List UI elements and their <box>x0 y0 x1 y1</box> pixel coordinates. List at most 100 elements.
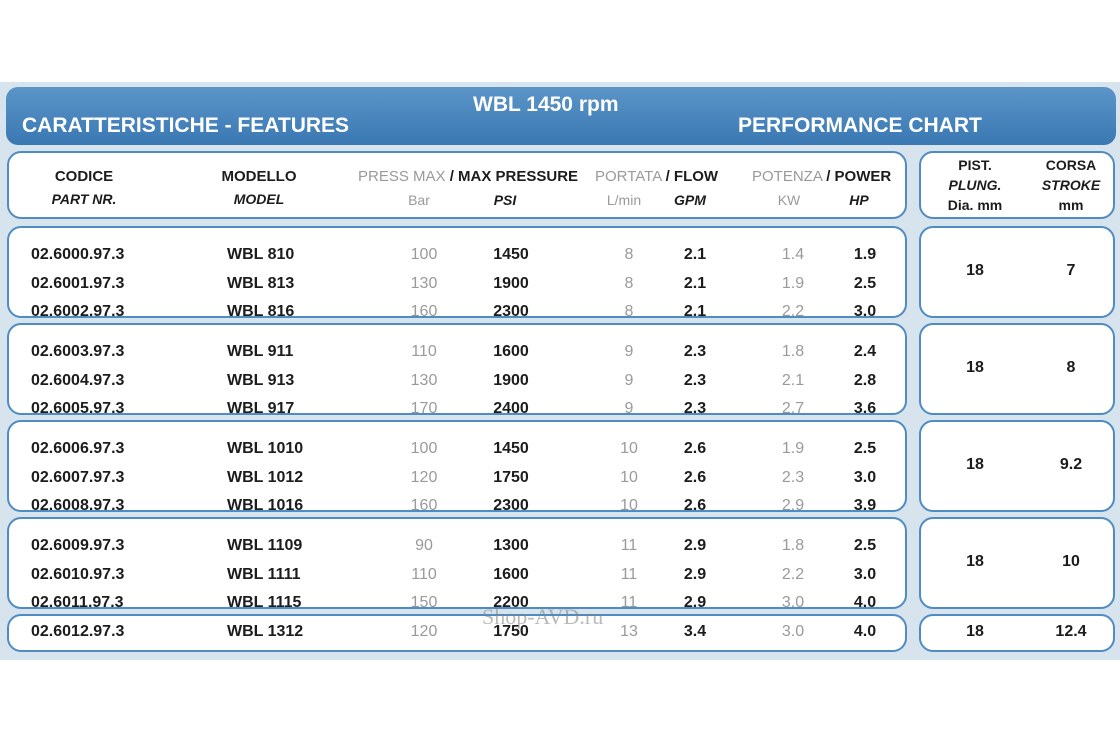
cell-psi: 1600 <box>493 343 529 360</box>
cell-hp: 3.0 <box>853 566 877 583</box>
group-panel: 02.6009.97.3 WBL 1109 90 1300 11 2.9 1.8 2.5 02.… <box>7 517 907 611</box>
cell-psi: 1600 <box>493 566 529 583</box>
header-psi: PSI <box>493 192 517 208</box>
cell-psi: 1300 <box>493 537 529 554</box>
group-spec-panel: 18 12.4 <box>919 614 1115 652</box>
header-band: WBL 1450 rpm CARATTERISTICHE - FEATURES … <box>6 87 1116 145</box>
table-row: 02.6002.97.3 WBL 816 160 2300 8 2.1 2.2 3.0 <box>9 303 905 325</box>
header-part-nr: PART NR. <box>51 191 117 207</box>
cell-model: WBL 1010 <box>227 440 304 457</box>
cell-code: 02.6004.97.3 <box>31 372 125 389</box>
header-stroke: STROKE <box>1041 177 1101 193</box>
cell-gpm: 2.6 <box>683 440 707 457</box>
table-row: 02.6007.97.3 WBL 1012 120 1750 10 2.6 2.3 3.0 <box>9 469 905 491</box>
cell-lmin: 10 <box>620 497 638 514</box>
cell-hp: 4.0 <box>853 594 877 611</box>
cell-bar: 110 <box>411 566 437 583</box>
cell-code: 02.6008.97.3 <box>31 497 125 514</box>
cell-kw: 1.4 <box>781 246 805 263</box>
cell-psi: 2200 <box>493 594 529 611</box>
cell-gpm: 2.9 <box>683 594 707 611</box>
header-mm: mm <box>1058 197 1084 213</box>
cell-psi: 2400 <box>493 400 529 417</box>
cell-gpm: 2.6 <box>683 469 707 486</box>
header-plung: PLUNG. <box>948 177 1002 193</box>
group-spec-panel: 18 9.2 <box>919 420 1115 512</box>
group-panel: 02.6000.97.3 WBL 810 100 1450 8 2.1 1.4 1.9 02.6… <box>7 226 907 320</box>
table-row: 02.6001.97.3 WBL 813 130 1900 8 2.1 1.9 2.5 <box>9 275 905 297</box>
stroke-length: 9.2 <box>1059 456 1083 473</box>
cell-gpm: 2.1 <box>683 303 707 320</box>
piston-diameter: 18 <box>966 623 984 640</box>
cell-kw: 3.0 <box>781 594 805 611</box>
cell-hp: 2.8 <box>853 372 877 389</box>
cell-bar: 130 <box>410 372 438 389</box>
cell-psi: 1900 <box>493 372 529 389</box>
cell-bar: 100 <box>410 440 438 457</box>
cell-kw: 2.7 <box>781 400 805 417</box>
header-flow: PORTATA / FLOW <box>595 168 719 185</box>
cell-lmin: 10 <box>620 440 638 457</box>
table-row: 02.6006.97.3 WBL 1010 100 1450 10 2.6 1.9 2.5 <box>9 440 905 462</box>
cell-bar: 90 <box>415 537 433 554</box>
cell-hp: 2.5 <box>853 275 877 292</box>
cell-gpm: 2.1 <box>683 275 707 292</box>
cell-kw: 1.8 <box>781 537 805 554</box>
watermark: Shop-AVD.ru <box>482 604 604 629</box>
stroke-length: 8 <box>1066 359 1076 376</box>
cell-code: 02.6012.97.3 <box>31 623 125 640</box>
cell-kw: 2.2 <box>781 566 805 583</box>
cell-kw: 2.1 <box>781 372 805 389</box>
cell-psi: 1450 <box>493 246 529 263</box>
header-model: MODEL <box>233 191 285 207</box>
cell-gpm: 2.1 <box>683 246 707 263</box>
cell-gpm: 2.9 <box>683 566 707 583</box>
cell-hp: 3.6 <box>853 400 877 417</box>
piston-diameter: 18 <box>966 359 984 376</box>
cell-bar: 150 <box>410 594 438 611</box>
cell-code: 02.6007.97.3 <box>31 469 125 486</box>
cell-bar: 170 <box>410 400 438 417</box>
table-row: 02.6003.97.3 WBL 911 110 1600 9 2.3 1.8 2.4 <box>9 343 905 365</box>
cell-kw: 2.9 <box>781 497 805 514</box>
cell-bar: 160 <box>410 497 438 514</box>
stroke-length: 10 <box>1062 553 1080 570</box>
cell-model: WBL 813 <box>227 275 295 292</box>
cell-bar: 120 <box>410 623 438 640</box>
cell-model: WBL 1111 <box>227 566 301 583</box>
group-panel: 02.6003.97.3 WBL 911 110 1600 9 2.3 1.8 2.4 02.6… <box>7 323 907 417</box>
group-spec-panel: 18 10 <box>919 517 1115 609</box>
cell-psi: 1750 <box>493 623 529 640</box>
cell-code: 02.6006.97.3 <box>31 440 125 457</box>
cell-model: WBL 810 <box>227 246 295 263</box>
cell-model: WBL 816 <box>227 303 295 320</box>
group-spec-panel: 18 8 <box>919 323 1115 415</box>
cell-model: WBL 1115 <box>227 594 302 611</box>
chart-title: WBL 1450 rpm <box>473 93 619 116</box>
table-row: 02.6011.97.3 WBL 1115 150 2200 11 2.9 3.0 4.0 <box>9 594 905 616</box>
cell-hp: 2.4 <box>853 343 877 360</box>
piston-diameter: 18 <box>966 456 984 473</box>
table-row: 02.6009.97.3 WBL 1109 90 1300 11 2.9 1.8 2.5 <box>9 537 905 559</box>
cell-model: WBL 917 <box>227 400 295 417</box>
header-bar: Bar <box>408 192 430 208</box>
stroke-length: 12.4 <box>1055 623 1087 640</box>
header-lmin: L/min <box>606 192 642 208</box>
cell-code: 02.6009.97.3 <box>31 537 125 554</box>
cell-model: WBL 1016 <box>227 497 304 514</box>
cell-gpm: 2.3 <box>683 372 707 389</box>
header-dia: Dia. mm <box>947 197 1003 213</box>
cell-hp: 3.0 <box>853 303 877 320</box>
cell-psi: 1450 <box>493 440 529 457</box>
cell-code: 02.6002.97.3 <box>31 303 125 320</box>
header-codice: CODICE <box>54 168 114 185</box>
group-panel: 02.6012.97.3 WBL 1312 120 1750 13 3.4 3.0 4.0 <box>7 614 907 652</box>
cell-hp: 2.5 <box>853 440 877 457</box>
group-spec-panel: 18 7 <box>919 226 1115 318</box>
cell-bar: 160 <box>410 303 438 320</box>
cell-code: 02.6003.97.3 <box>31 343 125 360</box>
header-gpm: GPM <box>674 192 706 208</box>
stroke-length: 7 <box>1066 262 1076 279</box>
cell-model: WBL 911 <box>227 343 294 360</box>
cell-lmin: 9 <box>624 343 634 360</box>
